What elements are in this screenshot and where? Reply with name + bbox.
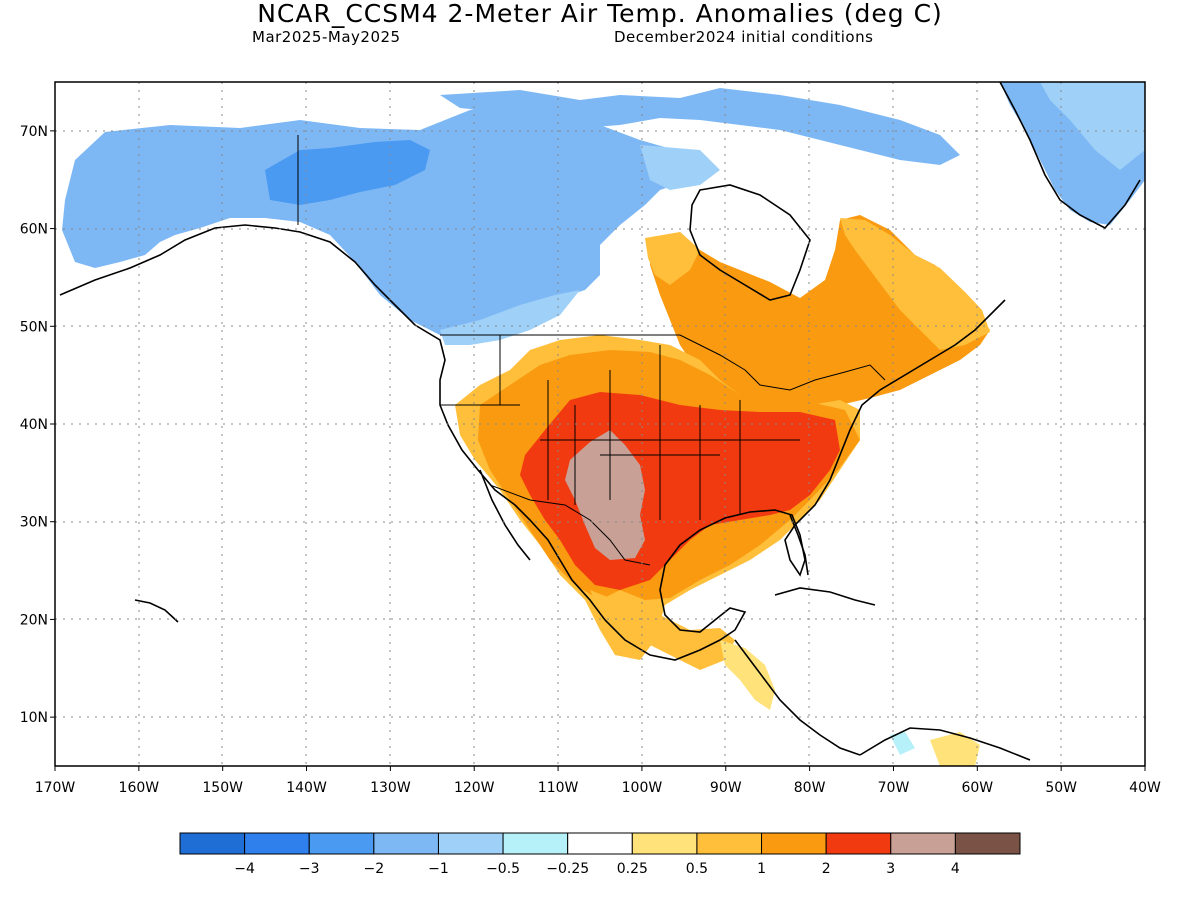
initial-conditions: December2024 initial conditions bbox=[614, 28, 874, 46]
longitude-label: 100W bbox=[622, 780, 663, 796]
latitude-label: 30N bbox=[20, 515, 48, 531]
longitude-label: 70W bbox=[878, 780, 910, 796]
latitude-label: 50N bbox=[20, 319, 48, 335]
color-legend-label: 2 bbox=[822, 861, 831, 877]
latitude-label: 70N bbox=[20, 124, 48, 140]
anomaly-fields bbox=[62, 82, 1145, 766]
axis-ticks bbox=[50, 130, 1146, 771]
color-legend-label: −0.5 bbox=[486, 861, 520, 877]
anomaly-region-southwest-core bbox=[565, 430, 645, 560]
color-legend-label: −2 bbox=[364, 861, 385, 877]
longitude-label: 90W bbox=[710, 780, 742, 796]
coastline-south-america bbox=[859, 727, 1031, 761]
anomaly-region-alaska bbox=[62, 100, 690, 335]
border-state-w bbox=[440, 335, 800, 520]
anomaly-region-quebec-light bbox=[840, 218, 990, 350]
anomaly-region-yukon-core bbox=[265, 140, 430, 205]
anomaly-region-arctic-islands bbox=[440, 88, 960, 165]
color-legend-swatch bbox=[308, 832, 375, 855]
longitude-label: 80W bbox=[794, 780, 826, 796]
longitude-label: 130W bbox=[370, 780, 411, 796]
color-legend-label: −4 bbox=[234, 861, 255, 877]
color-legend-swatch bbox=[502, 832, 569, 855]
color-legend-label: 1 bbox=[757, 861, 766, 877]
anomaly-region-venezuela bbox=[930, 732, 980, 766]
coastline-baja bbox=[479, 469, 531, 561]
longitude-label: 140W bbox=[286, 780, 327, 796]
coastline-hudson-bay bbox=[689, 184, 811, 301]
anomaly-region-central-america bbox=[720, 640, 775, 710]
coastline-greenland bbox=[999, 82, 1141, 230]
anomaly-region-hudson-west bbox=[640, 145, 720, 190]
longitude-labels: 170W 160W 150W 140W 130W 120W 110W 100W 90W 80W 70… bbox=[35, 780, 1161, 796]
gridlines bbox=[55, 82, 1145, 766]
coastline-central-america bbox=[734, 639, 861, 756]
latitude-label: 20N bbox=[20, 612, 48, 628]
color-legend-label: −1 bbox=[428, 861, 449, 877]
anomaly-region-greenland-light bbox=[1040, 82, 1145, 170]
map-title: NCAR_CCSM4 2-Meter Air Temp. Anomalies (… bbox=[257, 0, 943, 28]
border-us-mexico bbox=[489, 484, 651, 566]
longitude-label: 120W bbox=[454, 780, 495, 796]
color-legend-swatch bbox=[631, 832, 698, 855]
latitude-labels: 70N 60N 50N 40N 30N 20N 10N bbox=[20, 124, 48, 726]
coastline-hawaii bbox=[134, 599, 179, 623]
longitude-label: 50W bbox=[1045, 780, 1077, 796]
coastline-florida bbox=[789, 514, 809, 576]
border-us-canada bbox=[440, 334, 886, 391]
latitude-label: 40N bbox=[20, 417, 48, 433]
coastline-cuba bbox=[774, 587, 876, 606]
longitude-label: 60W bbox=[961, 780, 993, 796]
longitude-label: 150W bbox=[202, 780, 243, 796]
anomaly-region-great-lakes-edge bbox=[645, 232, 700, 285]
latitude-label: 10N bbox=[20, 710, 48, 726]
latitude-label: 60N bbox=[20, 222, 48, 238]
color-legend-swatch bbox=[244, 832, 310, 855]
political-borders bbox=[297, 135, 886, 566]
anomaly-region-colombia-cool bbox=[890, 732, 915, 755]
coastlines bbox=[59, 82, 1141, 761]
coastline-north-america bbox=[59, 224, 1006, 661]
longitude-label: 110W bbox=[538, 780, 579, 796]
color-legend-label: 0.25 bbox=[617, 861, 648, 877]
color-legend-label: 0.5 bbox=[686, 861, 708, 877]
color-legend-swatch bbox=[954, 832, 1021, 855]
color-legend-swatch bbox=[696, 832, 763, 855]
color-legend-swatch bbox=[567, 832, 633, 855]
color-legend-labels: −4 −3 −2 −1 −0.5 −0.25 0.25 0.5 1 2 3 4 bbox=[234, 861, 960, 877]
color-legend-label: −3 bbox=[299, 861, 320, 877]
color-legend-label: 3 bbox=[886, 861, 895, 877]
color-legend-label: 4 bbox=[951, 861, 960, 877]
longitude-label: 40W bbox=[1129, 780, 1161, 796]
color-legend-label: −0.25 bbox=[546, 861, 589, 877]
anomaly-region-pacific-nw bbox=[440, 290, 580, 345]
longitude-label: 160W bbox=[119, 780, 160, 796]
color-legend-swatch bbox=[179, 832, 246, 855]
longitude-label: 170W bbox=[35, 780, 76, 796]
forecast-period: Mar2025-May2025 bbox=[252, 28, 401, 46]
color-legend-swatch bbox=[890, 832, 956, 855]
color-legend-swatch bbox=[761, 832, 827, 855]
color-legend-swatch bbox=[825, 832, 892, 855]
color-legend-swatch bbox=[437, 832, 504, 855]
color-legend-swatch bbox=[373, 832, 439, 855]
color-legend bbox=[179, 832, 1021, 855]
